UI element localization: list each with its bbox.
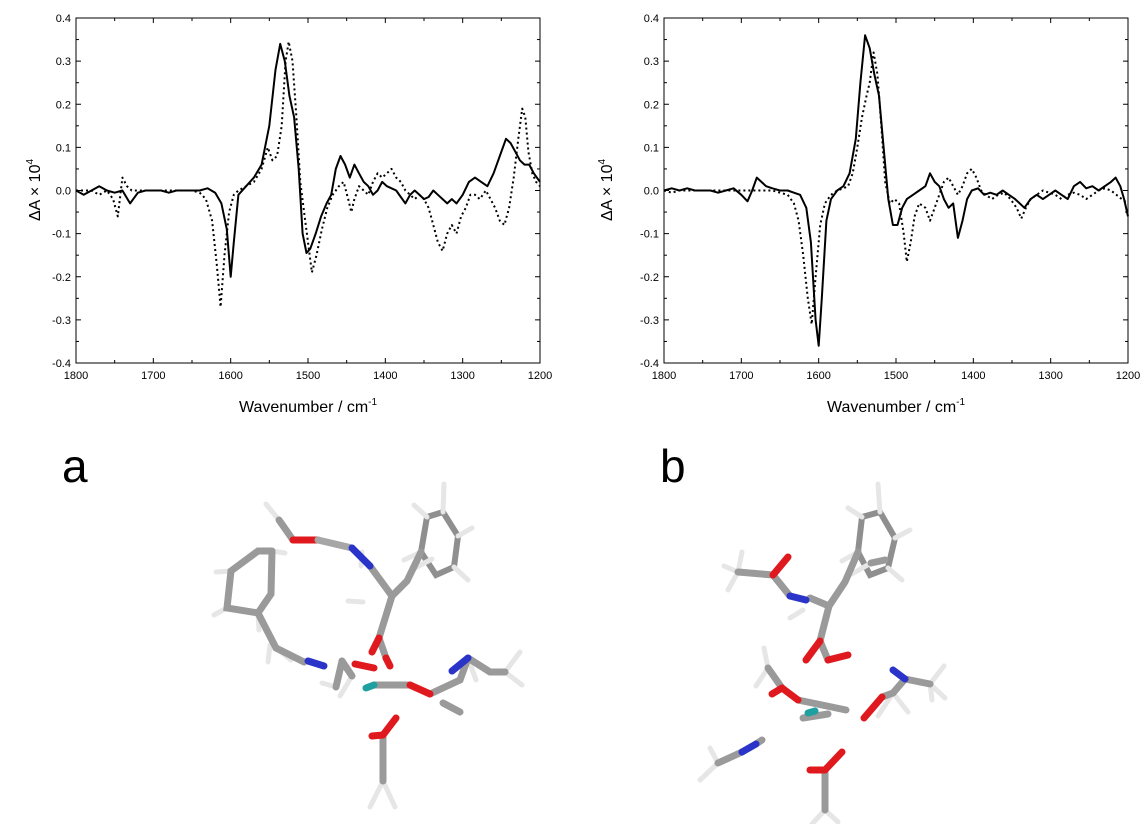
x-tick-label: 1600 [806, 370, 830, 382]
y-tick-label: -0.2 [640, 272, 659, 284]
x-tick-label: 1700 [729, 370, 753, 382]
oxygen-atoms [768, 553, 886, 774]
x-tick-label: 1500 [884, 370, 908, 382]
oxygen-atoms [289, 536, 434, 740]
x-tick-label: 1300 [1038, 370, 1062, 382]
panel-label-b: b [660, 440, 686, 492]
chart-panel-a: -0.4 -0.3 -0.2 -0.1 0.0 0.1 0.2 0.3 0.4 1800 1700… [25, 13, 552, 416]
y-tick-label: -0.2 [52, 272, 71, 284]
y-tick-label: 0.3 [56, 56, 71, 68]
x-tick-label: 1200 [1116, 370, 1140, 382]
x-tick-label: 1400 [373, 370, 397, 382]
hydrogen-atoms [211, 481, 525, 810]
x-tick-label: 1400 [961, 370, 985, 382]
carbon-skeleton [714, 548, 934, 814]
x-tick-label: 1600 [218, 370, 242, 382]
chart-panel-b: -0.4 -0.3 -0.2 -0.1 0.0 0.1 0.2 0.3 0.4 1800 1700… [597, 13, 1140, 416]
y-tick-label: 0.4 [56, 13, 71, 25]
x-tick-label: 1500 [296, 370, 320, 382]
y-tick-label: 0.2 [56, 99, 71, 111]
y-tick-label: 0.0 [644, 186, 659, 198]
y-tick-label: -0.4 [640, 358, 659, 370]
x-tick-label: 1700 [141, 370, 165, 382]
amide-bond [314, 536, 356, 552]
y-tick-label: -0.3 [52, 315, 71, 327]
x-axis-title: Wavenumber / cm-1 [239, 397, 378, 416]
y-tick-label: 0.2 [644, 99, 659, 111]
y-tick-label: 0.1 [56, 142, 71, 154]
y-tick-label: 0.4 [644, 13, 659, 25]
y-tick-label: -0.4 [52, 358, 71, 370]
y-tick-label: 0.1 [644, 142, 659, 154]
panel-label-a: a [62, 440, 88, 492]
molecule-structure-b [697, 481, 948, 824]
y-tick-label: -0.3 [640, 315, 659, 327]
y-tick-label: -0.1 [640, 229, 659, 241]
y-tick-label: -0.1 [52, 229, 71, 241]
x-tick-label: 1800 [652, 370, 676, 382]
x-tick-label: 1200 [528, 370, 552, 382]
halogen-atoms [362, 681, 378, 692]
y-tick-label: 0.0 [56, 186, 71, 198]
x-tick-label: 1800 [64, 370, 88, 382]
nitrogen-atoms [304, 544, 472, 675]
series-line-solid [75, 42, 541, 278]
series-line-dotted [76, 40, 541, 308]
nitrogen-atoms [738, 592, 909, 756]
x-tick-label: 1300 [450, 370, 474, 382]
y-tick-label: 0.3 [644, 56, 659, 68]
y-axis-title: ΔA × 104 [597, 159, 616, 222]
halogen-atoms [804, 707, 819, 717]
y-axis-title: ΔA × 104 [25, 159, 44, 222]
x-axis-title: Wavenumber / cm-1 [827, 397, 966, 416]
molecule-structure-a [211, 481, 525, 810]
